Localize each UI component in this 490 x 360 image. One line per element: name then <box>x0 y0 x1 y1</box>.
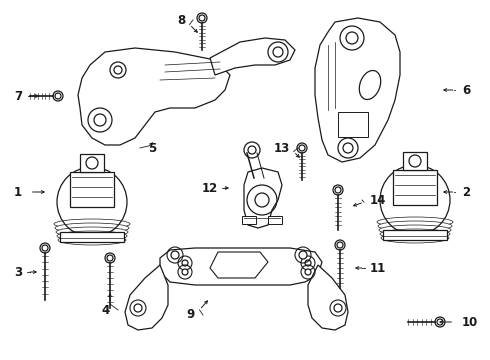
Circle shape <box>199 15 205 21</box>
Bar <box>242 216 256 224</box>
Bar <box>383 230 447 240</box>
Circle shape <box>55 93 61 99</box>
Circle shape <box>334 304 342 312</box>
Ellipse shape <box>379 225 451 235</box>
Polygon shape <box>125 265 168 330</box>
Text: 8: 8 <box>177 13 185 27</box>
Ellipse shape <box>58 235 126 245</box>
Ellipse shape <box>54 219 130 229</box>
Polygon shape <box>160 248 322 285</box>
Circle shape <box>437 319 443 325</box>
Text: 6: 6 <box>462 84 470 96</box>
Circle shape <box>171 251 179 259</box>
Polygon shape <box>315 18 400 162</box>
Circle shape <box>134 304 142 312</box>
Circle shape <box>255 193 269 207</box>
Bar <box>70 172 114 207</box>
Polygon shape <box>308 265 348 330</box>
Circle shape <box>305 269 311 275</box>
Bar <box>80 154 104 172</box>
Circle shape <box>337 242 343 248</box>
Text: 12: 12 <box>202 181 218 194</box>
Circle shape <box>346 32 358 44</box>
Text: 13: 13 <box>274 141 290 154</box>
Circle shape <box>86 157 98 169</box>
Text: 2: 2 <box>462 185 470 198</box>
Ellipse shape <box>55 223 129 233</box>
Ellipse shape <box>381 233 449 243</box>
Circle shape <box>273 47 283 57</box>
Circle shape <box>114 66 122 74</box>
Ellipse shape <box>56 227 128 237</box>
Text: 9: 9 <box>187 309 195 321</box>
Polygon shape <box>244 168 282 228</box>
Circle shape <box>305 260 311 266</box>
Circle shape <box>248 146 256 154</box>
Text: 7: 7 <box>14 90 22 103</box>
Bar <box>403 152 427 170</box>
Circle shape <box>107 255 113 261</box>
Polygon shape <box>210 38 295 75</box>
Ellipse shape <box>380 229 450 239</box>
Circle shape <box>299 251 307 259</box>
Bar <box>393 170 437 205</box>
Polygon shape <box>78 48 230 145</box>
Bar <box>338 112 368 137</box>
Text: 5: 5 <box>148 141 156 154</box>
Circle shape <box>182 260 188 266</box>
Circle shape <box>42 245 48 251</box>
Circle shape <box>343 143 353 153</box>
Text: 14: 14 <box>370 194 387 207</box>
Circle shape <box>299 145 305 151</box>
Text: 10: 10 <box>462 315 478 328</box>
Ellipse shape <box>57 231 127 241</box>
Bar <box>60 232 124 242</box>
Ellipse shape <box>359 71 381 99</box>
Text: 3: 3 <box>14 266 22 279</box>
Ellipse shape <box>377 217 453 227</box>
Circle shape <box>335 187 341 193</box>
Text: 11: 11 <box>370 261 386 274</box>
Ellipse shape <box>378 221 452 231</box>
Text: 1: 1 <box>14 185 22 198</box>
Bar <box>268 216 282 224</box>
Polygon shape <box>210 252 268 278</box>
Circle shape <box>182 269 188 275</box>
Circle shape <box>94 114 106 126</box>
Circle shape <box>409 155 421 167</box>
Text: 4: 4 <box>102 303 110 316</box>
